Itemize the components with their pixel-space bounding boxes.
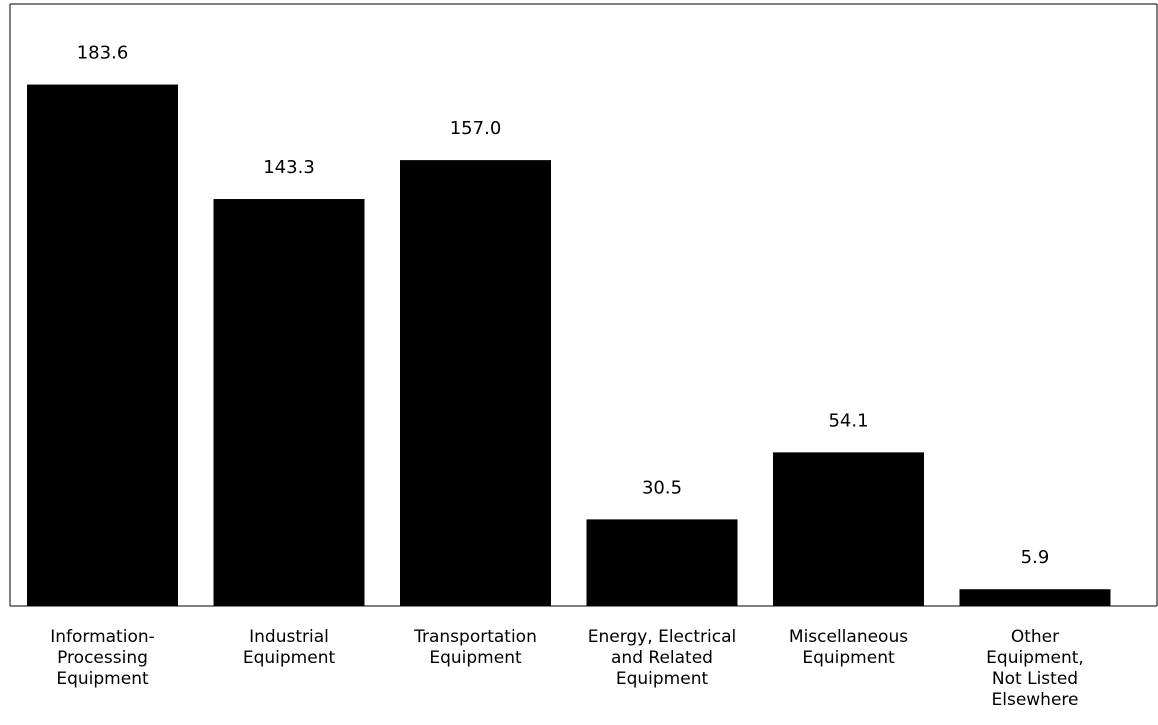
- value-labels-group: 183.6 143.3 157.0 30.5 54.1 5.9: [77, 43, 1050, 569]
- bar-1: [27, 84, 178, 607]
- bar-3: [400, 160, 551, 606]
- category-label-line: Energy, Electrical: [588, 627, 736, 647]
- category-label-line: Equipment: [802, 648, 895, 668]
- bar-2: [213, 199, 365, 606]
- category-label-line: Equipment: [56, 669, 149, 689]
- category-label-line: Elsewhere: [992, 690, 1079, 710]
- category-label-line: Equipment: [243, 648, 336, 668]
- category-label-line: Information-: [50, 627, 155, 647]
- category-label-line: Equipment,: [986, 648, 1084, 668]
- plot-frame: [9, 3, 1158, 607]
- category-label-line: Equipment: [616, 669, 709, 689]
- category-label-5: Miscellaneous Equipment: [789, 627, 908, 668]
- category-label-line: Industrial: [249, 627, 329, 647]
- bars-group: [27, 84, 1111, 607]
- value-label-1: 183.6: [77, 43, 129, 64]
- category-label-line: and Related: [611, 648, 713, 668]
- category-label-line: Other: [1011, 627, 1059, 647]
- category-label-line: Transportation: [413, 627, 537, 647]
- value-label-6: 5.9: [1021, 547, 1050, 568]
- category-labels-group: Information-Processing EquipmentIndustria…: [50, 627, 1084, 710]
- category-label-3: Transportation Equipment: [413, 627, 537, 668]
- category-label-line: Processing: [57, 648, 148, 668]
- category-label-line: Miscellaneous: [789, 627, 908, 647]
- bar-5: [773, 452, 924, 606]
- value-label-3: 157.0: [450, 118, 502, 139]
- value-label-2: 143.3: [263, 157, 315, 178]
- category-label-6: Other Equipment, Not Listed Elsewhere: [986, 627, 1084, 710]
- category-label-line: Equipment: [429, 648, 522, 668]
- category-label-line: Not Listed: [992, 669, 1078, 689]
- value-label-5: 54.1: [828, 410, 868, 431]
- category-label-2: Industrial Equipment: [243, 627, 336, 668]
- category-label-4: Energy, Electrical and Related Equipment: [588, 627, 736, 689]
- bar-4: [586, 519, 738, 606]
- category-label-1: Information-Processing Equipment: [50, 627, 155, 689]
- value-label-4: 30.5: [642, 477, 682, 498]
- bar-6: [959, 589, 1111, 606]
